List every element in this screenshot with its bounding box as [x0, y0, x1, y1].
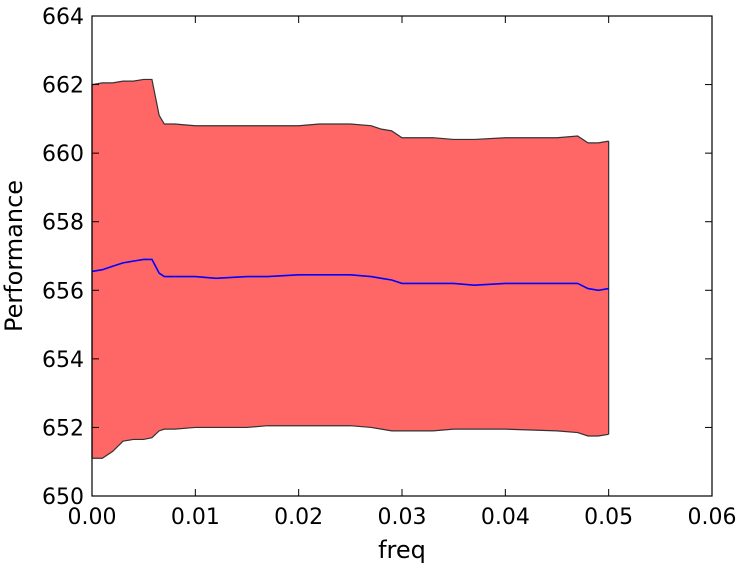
y-tick-label: 660	[42, 142, 84, 167]
x-tick-label: 0.06	[688, 505, 737, 530]
y-tick-label: 658	[42, 211, 84, 236]
x-tick-label: 0.00	[68, 505, 117, 530]
x-tick-label: 0.03	[378, 505, 427, 530]
confidence-band	[92, 79, 609, 459]
x-tick-label: 0.01	[171, 505, 220, 530]
y-tick-label: 664	[42, 5, 84, 30]
y-tick-label: 662	[42, 74, 84, 99]
mean-line	[91, 258, 609, 292]
x-tick-label: 0.02	[274, 505, 323, 530]
band-lower-edge	[92, 425, 609, 459]
axes: 0.00 0.01 0.02 0.03 0.04 0.05 0.06 650 652 654 656…	[42, 5, 736, 530]
y-tick-label: 650	[42, 485, 84, 510]
plot-area	[91, 78, 610, 459]
x-tick-label: 0.05	[584, 505, 633, 530]
y-tick-label: 656	[42, 279, 84, 304]
y-tick-label: 654	[42, 348, 84, 373]
band-upper-edge	[91, 78, 609, 144]
y-tick-label: 652	[42, 416, 84, 441]
x-axis-label: freq	[378, 536, 426, 564]
y-axis-label: Performance	[0, 180, 28, 332]
x-tick-label: 0.04	[481, 505, 530, 530]
